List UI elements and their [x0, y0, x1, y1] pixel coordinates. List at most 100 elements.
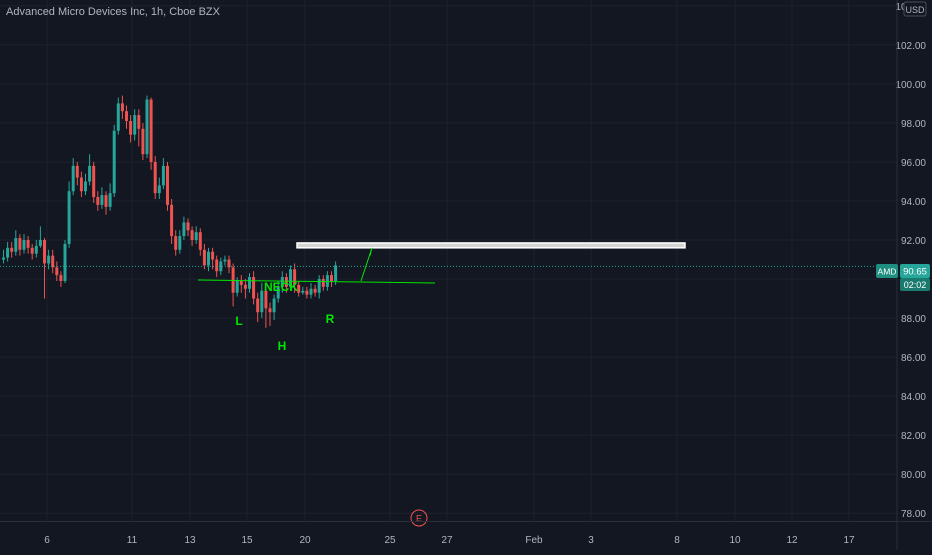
- candle-body: [161, 165, 165, 186]
- candle-body: [268, 308, 272, 313]
- pattern-label-neck: NECK: [264, 280, 298, 294]
- candle-body: [211, 251, 215, 260]
- candle: [59, 271, 63, 287]
- candle: [248, 273, 251, 293]
- price-tick-label: 88.00: [901, 314, 926, 325]
- time-tick-label: 15: [241, 535, 253, 546]
- price-tick-label: 92.00: [901, 236, 926, 247]
- candle: [63, 240, 67, 283]
- candle-body: [30, 247, 34, 254]
- candle-body: [178, 236, 182, 250]
- candle-body: [84, 181, 87, 192]
- annotations: NECK L H R E: [0, 242, 897, 527]
- candle: [182, 216, 186, 241]
- currency-label-box: [903, 1, 927, 17]
- candle: [137, 109, 141, 147]
- candle: [88, 154, 92, 186]
- candle: [129, 115, 133, 143]
- candle: [301, 286, 305, 295]
- candle: [227, 255, 231, 274]
- candle-body: [137, 115, 141, 129]
- candle-body: [153, 161, 157, 194]
- candle: [67, 181, 71, 248]
- candle: [264, 284, 268, 328]
- candle-body: [256, 298, 260, 313]
- candle: [38, 226, 42, 248]
- candle-body: [260, 290, 264, 313]
- time-tick-label: 13: [184, 535, 196, 546]
- candle-body: [38, 240, 42, 246]
- breakout-arrow: [360, 247, 373, 282]
- candle: [2, 249, 5, 264]
- candle-body: [75, 165, 79, 178]
- price-tick-label: 98.00: [901, 119, 926, 130]
- candle-body: [22, 240, 26, 250]
- candle-body: [293, 269, 297, 285]
- candle-body: [186, 222, 190, 231]
- candle-body: [297, 284, 301, 293]
- candle-body: [18, 238, 22, 250]
- neckline: [197, 279, 436, 284]
- candle-body: [100, 195, 104, 205]
- candle: [198, 228, 202, 256]
- time-tick-label: 6: [44, 535, 50, 546]
- candle: [92, 161, 96, 203]
- candle: [239, 275, 243, 293]
- candle-body: [264, 290, 268, 309]
- bar-countdown-badge: [900, 278, 930, 291]
- candle: [268, 302, 272, 326]
- candle-body: [235, 280, 239, 293]
- candle-body: [227, 259, 231, 268]
- candle: [309, 282, 313, 299]
- candle-body: [63, 243, 67, 281]
- candle-body: [108, 193, 112, 207]
- candle-body: [71, 165, 75, 192]
- currency-label: USD: [905, 5, 925, 15]
- time-tick-label: 27: [441, 535, 453, 546]
- candle-body: [330, 275, 333, 281]
- candle: [157, 177, 161, 200]
- candle-body: [289, 269, 292, 287]
- candle-body: [116, 103, 120, 131]
- candle-body: [174, 236, 178, 250]
- candle-body: [125, 111, 128, 121]
- candle-body: [59, 275, 63, 281]
- candle: [112, 124, 116, 198]
- candle: [272, 294, 276, 321]
- last-price-badge: [900, 264, 930, 278]
- price-tick-label: 86.00: [901, 353, 926, 364]
- candle: [75, 161, 79, 186]
- candle-body: [51, 255, 55, 268]
- pattern-label-right-shoulder: R: [326, 312, 335, 326]
- earnings-marker-label: E: [416, 514, 422, 524]
- candle-body: [207, 251, 210, 266]
- candle: [141, 122, 145, 161]
- candle: [116, 97, 120, 135]
- symbol-badge-label: AMD: [878, 267, 897, 277]
- candles: [2, 95, 338, 328]
- candle-body: [43, 240, 46, 264]
- candle-body: [145, 99, 149, 155]
- candle-body: [198, 232, 202, 250]
- candle: [55, 261, 59, 281]
- candle: [289, 265, 292, 291]
- candle-body: [305, 290, 309, 295]
- candle-body: [182, 222, 186, 237]
- candle-body: [26, 240, 30, 248]
- candle: [166, 161, 169, 211]
- candle-body: [219, 261, 223, 272]
- chart-title: Advanced Micro Devices Inc, 1h, Cboe BZX: [6, 6, 220, 18]
- candle-body: [190, 230, 194, 241]
- candle-body: [202, 249, 206, 266]
- candle: [313, 284, 317, 297]
- candle: [108, 183, 112, 211]
- grid: [0, 0, 897, 521]
- candle-body: [112, 130, 116, 194]
- candle-body: [194, 232, 198, 241]
- target-zone-box: [296, 242, 686, 249]
- pattern-label-head: H: [278, 339, 287, 353]
- candle: [22, 234, 26, 254]
- candle-body: [284, 277, 288, 287]
